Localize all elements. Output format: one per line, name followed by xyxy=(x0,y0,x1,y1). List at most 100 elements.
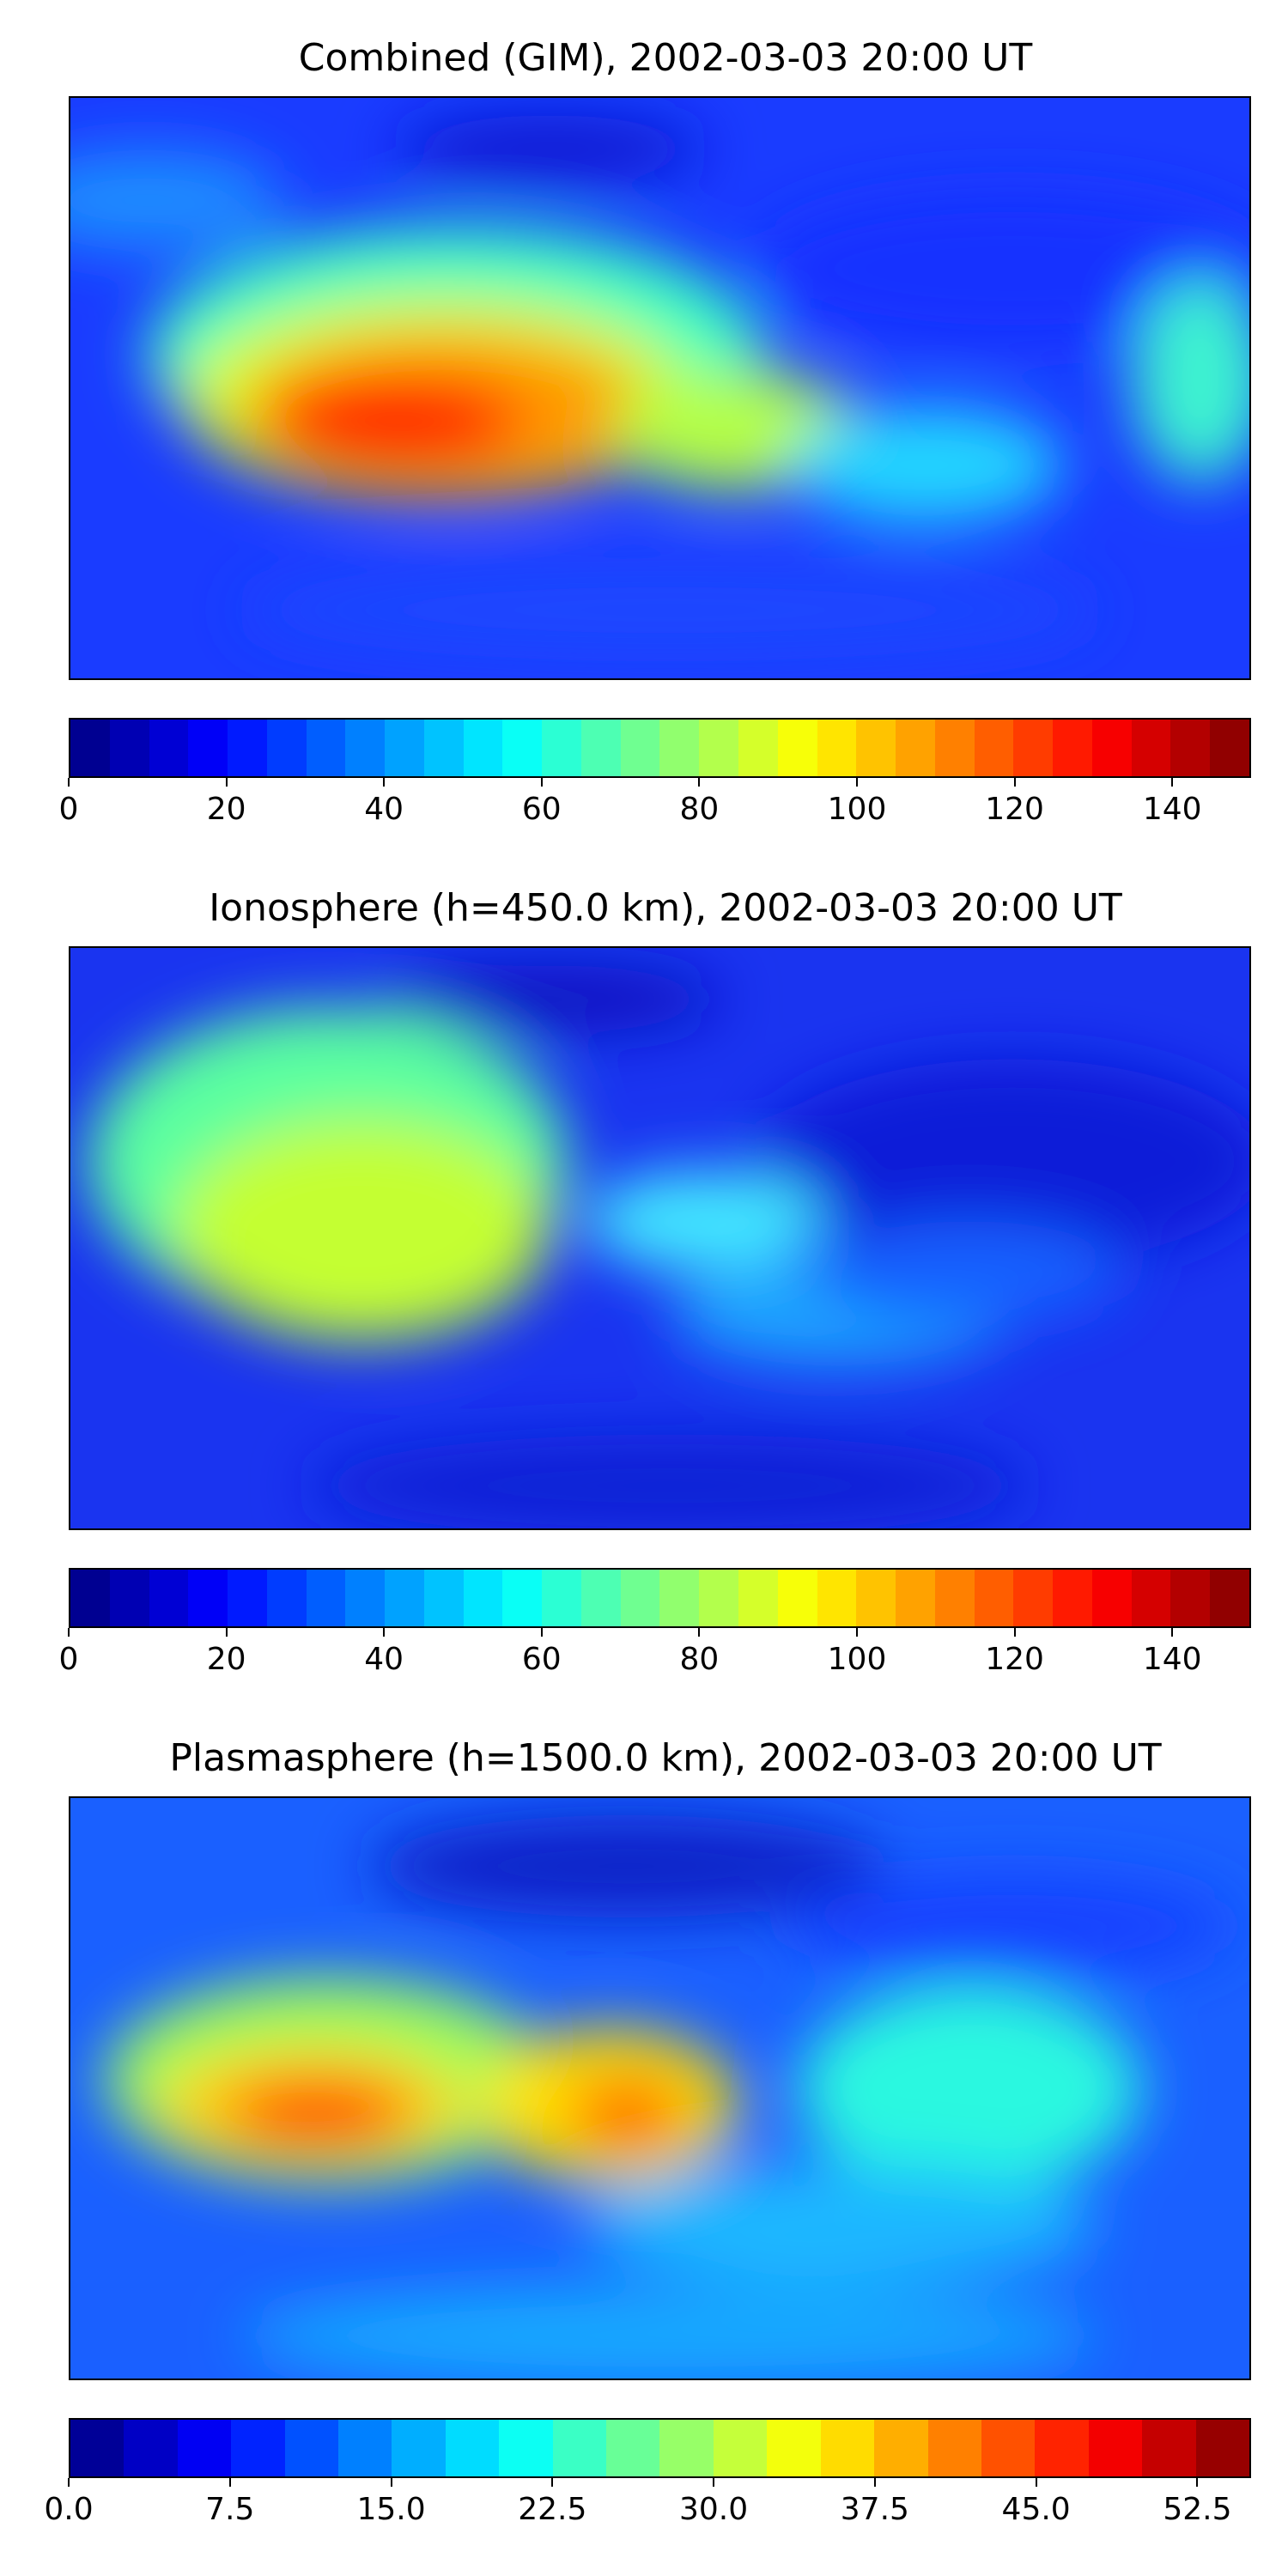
tick-mark xyxy=(390,2478,392,2487)
colorbar-segment xyxy=(927,2420,981,2476)
tick-mark xyxy=(383,1628,386,1637)
tick-mark xyxy=(228,2478,231,2487)
tick-mark xyxy=(383,778,386,787)
tick-mark xyxy=(1013,778,1016,787)
tick-mark xyxy=(1171,778,1174,787)
colorbar-segment xyxy=(423,1570,464,1626)
tick-label: 100 xyxy=(827,792,887,827)
colorbar-segment xyxy=(1091,720,1132,776)
colorbar-segment xyxy=(345,1570,386,1626)
colorbar-segment xyxy=(974,1570,1014,1626)
colorbar-segment xyxy=(699,720,739,776)
colorbar-segment xyxy=(896,1570,935,1626)
colorbar-segment xyxy=(188,1570,228,1626)
colorbar-segment xyxy=(1013,1570,1054,1626)
colorbar-segment xyxy=(124,2420,178,2476)
tick-label: 140 xyxy=(1142,1642,1202,1677)
colorbar-segment xyxy=(777,720,817,776)
colorbar-segment xyxy=(1195,2420,1249,2476)
map-ionosphere xyxy=(69,946,1251,1530)
tick-label: 15.0 xyxy=(356,2492,426,2527)
colorbar-segment xyxy=(1013,720,1054,776)
colorbar-segment xyxy=(699,1570,739,1626)
colorbar-segment xyxy=(552,2420,607,2476)
colorbar-segment xyxy=(423,720,464,776)
colorbar-segment xyxy=(1170,720,1211,776)
colorbar-segment xyxy=(620,1570,660,1626)
tick-mark xyxy=(551,2478,554,2487)
tick-label: 120 xyxy=(985,792,1044,827)
colorbar-segment xyxy=(109,1570,149,1626)
tick-mark xyxy=(713,2478,715,2487)
colorbar-segment xyxy=(856,720,896,776)
colorbar-segment xyxy=(713,2420,768,2476)
colorbar-segment xyxy=(606,2420,660,2476)
colorbar-segment xyxy=(338,2420,392,2476)
colorbar-segment xyxy=(1131,1570,1171,1626)
colorbar-segment xyxy=(896,720,935,776)
colorbar-segment xyxy=(738,720,778,776)
colorbar-segment xyxy=(463,720,503,776)
colorbar-ionosphere xyxy=(69,1568,1251,1628)
tick-label: 140 xyxy=(1142,792,1202,827)
tick-label: 60 xyxy=(521,1642,562,1677)
tick-mark xyxy=(856,778,858,787)
colorbar-segment xyxy=(659,720,700,776)
colorbar-segment xyxy=(874,2420,928,2476)
tick-label: 30.0 xyxy=(679,2492,749,2527)
colorbar-segment xyxy=(1088,2420,1143,2476)
tick-label: 45.0 xyxy=(1001,2492,1071,2527)
colorbar-segment xyxy=(1210,1570,1249,1626)
colorbar-ticks-combined: 0 20 40 60 80 100 120 140 xyxy=(59,778,1251,829)
colorbar-segment xyxy=(767,2420,821,2476)
colorbar-segment xyxy=(659,1570,700,1626)
colorbar-segment xyxy=(1170,1570,1211,1626)
colorbar-segment xyxy=(817,720,857,776)
tick-mark xyxy=(225,778,228,787)
colorbar-segment xyxy=(580,720,621,776)
colorbar-segment xyxy=(738,1570,778,1626)
colorbar-segment xyxy=(266,720,307,776)
colorbar-segment xyxy=(1035,2420,1089,2476)
colorbar-segment xyxy=(820,2420,875,2476)
colorbar-segment xyxy=(1053,720,1092,776)
colorbar-segment xyxy=(502,720,543,776)
colorbar-segment xyxy=(777,1570,817,1626)
colorbar-segment xyxy=(1142,2420,1196,2476)
tick-label: 120 xyxy=(985,1642,1044,1677)
colorbar-segment xyxy=(542,720,581,776)
colorbar-segment xyxy=(659,2420,714,2476)
map-plasmasphere xyxy=(69,1796,1251,2380)
colorbar-segment xyxy=(934,1570,975,1626)
tick-label: 100 xyxy=(827,1642,887,1677)
tick-mark xyxy=(540,1628,543,1637)
colorbar-segment xyxy=(856,1570,896,1626)
tick-label: 0 xyxy=(58,1642,79,1677)
colorbar-ticks-ionosphere: 0 20 40 60 80 100 120 140 xyxy=(59,1628,1251,1680)
panel-title-combined: Combined (GIM), 2002-03-03 20:00 UT xyxy=(298,36,1033,80)
tick-label: 40 xyxy=(364,1642,404,1677)
colorbar-segment xyxy=(580,1570,621,1626)
colorbar-segment xyxy=(817,1570,857,1626)
colorbar-segment xyxy=(306,1570,346,1626)
tick-label: 20 xyxy=(206,792,246,827)
colorbar-segment xyxy=(70,720,110,776)
colorbar-segment xyxy=(177,2420,232,2476)
colorbar-segment xyxy=(284,2420,339,2476)
panel-title-ionosphere: Ionosphere (h=450.0 km), 2002-03-03 20:0… xyxy=(209,886,1122,930)
colorbar-segment xyxy=(974,720,1014,776)
colorbar-segment xyxy=(231,2420,285,2476)
tick-mark xyxy=(540,778,543,787)
tick-mark xyxy=(698,778,701,787)
colorbar-combined xyxy=(69,718,1251,778)
colorbar-segment xyxy=(149,720,189,776)
tick-mark xyxy=(856,1628,858,1637)
colorbar-segment xyxy=(188,720,228,776)
colorbar-segment xyxy=(345,720,386,776)
tick-label: 0 xyxy=(58,792,79,827)
colorbar-plasmasphere xyxy=(69,2418,1251,2478)
colorbar-segment xyxy=(502,1570,543,1626)
tick-mark xyxy=(68,1628,70,1637)
tick-mark xyxy=(698,1628,701,1637)
tick-label: 37.5 xyxy=(840,2492,909,2527)
